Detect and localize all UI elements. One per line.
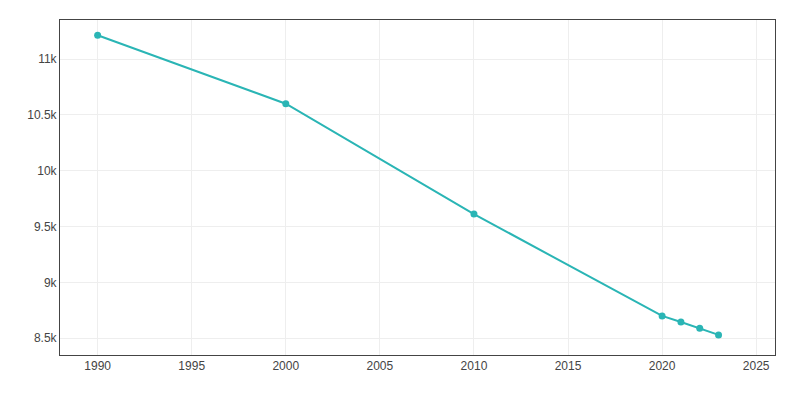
svg-text:2020: 2020 <box>649 359 676 373</box>
svg-text:9k: 9k <box>44 276 58 290</box>
svg-text:10.5k: 10.5k <box>27 108 57 122</box>
svg-text:9.5k: 9.5k <box>34 220 58 234</box>
svg-text:2005: 2005 <box>367 359 394 373</box>
svg-text:8.5k: 8.5k <box>34 331 58 345</box>
svg-text:1990: 1990 <box>84 359 111 373</box>
svg-text:1995: 1995 <box>178 359 205 373</box>
svg-text:2025: 2025 <box>743 359 770 373</box>
svg-text:2000: 2000 <box>272 359 299 373</box>
svg-text:2010: 2010 <box>461 359 488 373</box>
svg-text:11k: 11k <box>38 52 57 66</box>
svg-text:2015: 2015 <box>555 359 582 373</box>
svg-text:10k: 10k <box>37 164 57 178</box>
